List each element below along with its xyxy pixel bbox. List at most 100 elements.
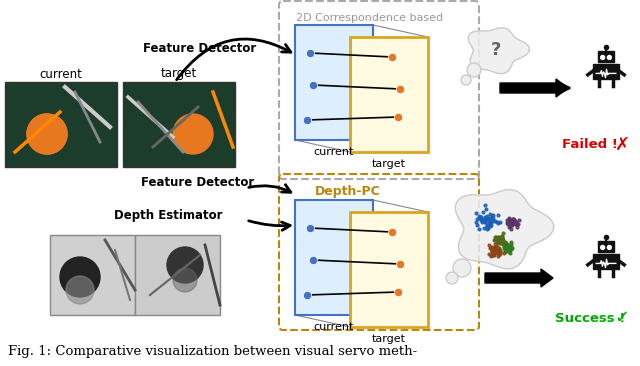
Bar	[50, 235, 135, 315]
Point	[500, 248, 511, 254]
Point	[508, 219, 518, 225]
Point	[510, 219, 520, 224]
Point	[470, 219, 481, 225]
Point	[493, 236, 504, 242]
Point	[506, 221, 516, 227]
Text: Fig. 1: Comparative visualization between visual servo meth-: Fig. 1: Comparative visualization betwee…	[8, 346, 417, 359]
Point	[501, 243, 511, 249]
Polygon shape	[295, 25, 373, 140]
Point	[493, 253, 503, 259]
Bar	[123, 82, 235, 167]
Point	[488, 246, 498, 251]
Point	[503, 248, 513, 254]
Point	[495, 249, 506, 255]
Point	[503, 220, 513, 225]
Point	[507, 221, 517, 227]
Point	[512, 224, 522, 229]
Point	[503, 244, 513, 250]
Bar	[5, 82, 117, 167]
Point	[513, 221, 524, 227]
Point	[506, 219, 516, 225]
Point	[487, 247, 497, 253]
Circle shape	[27, 114, 67, 154]
Point	[497, 236, 508, 242]
Text: Failed !: Failed !	[562, 138, 618, 152]
Point	[495, 239, 506, 244]
Point	[497, 233, 507, 239]
Point	[486, 251, 497, 257]
Point	[488, 213, 499, 219]
Point	[494, 236, 504, 242]
Point	[493, 237, 503, 243]
Point	[504, 247, 515, 253]
Point	[483, 217, 493, 223]
Point	[479, 225, 490, 231]
Point	[503, 243, 513, 249]
Point	[490, 237, 500, 243]
Point	[479, 217, 490, 223]
Point	[508, 216, 518, 222]
Text: current: current	[314, 322, 354, 332]
Point	[493, 212, 503, 218]
Point	[497, 239, 507, 245]
Point	[492, 249, 502, 254]
Point	[497, 230, 508, 236]
Circle shape	[601, 56, 605, 59]
Point	[492, 220, 502, 226]
Point	[488, 247, 499, 253]
Point	[501, 245, 511, 251]
Bar	[593, 254, 619, 269]
Polygon shape	[350, 212, 428, 327]
Point	[497, 239, 507, 245]
Point	[499, 245, 509, 251]
Point	[503, 220, 513, 226]
Point	[502, 244, 513, 250]
Circle shape	[173, 268, 197, 292]
Point	[509, 217, 519, 223]
Point	[504, 217, 515, 223]
Point	[504, 216, 514, 222]
Bar	[593, 64, 619, 79]
Point	[505, 250, 515, 256]
Point	[497, 235, 507, 241]
Point	[489, 251, 499, 257]
Point	[504, 220, 515, 225]
Point	[480, 219, 490, 225]
Point	[503, 244, 513, 250]
Point	[476, 217, 486, 223]
Point	[506, 241, 516, 247]
Point	[496, 236, 506, 242]
Point	[497, 239, 508, 245]
Point	[501, 240, 511, 246]
Point	[476, 214, 486, 220]
Point	[492, 236, 502, 242]
Point	[486, 244, 497, 250]
Point	[475, 214, 485, 220]
Point	[501, 242, 511, 247]
Point	[506, 246, 516, 252]
Point	[495, 238, 506, 244]
Point	[500, 244, 511, 250]
Point	[480, 214, 490, 220]
Point	[479, 216, 490, 222]
Point	[511, 219, 521, 225]
Text: current: current	[40, 67, 83, 81]
Point	[486, 245, 497, 251]
Point	[504, 215, 514, 221]
Point	[488, 246, 498, 252]
Circle shape	[607, 56, 611, 59]
Point	[495, 237, 506, 243]
Text: target: target	[372, 334, 406, 344]
Text: Feature Detector: Feature Detector	[143, 41, 257, 55]
Point	[506, 217, 516, 223]
Point	[504, 219, 515, 225]
Point	[502, 243, 512, 249]
Point	[496, 238, 506, 244]
Point	[506, 220, 516, 226]
Point	[504, 245, 514, 251]
Point	[493, 245, 503, 251]
Point	[496, 236, 506, 242]
Point	[484, 222, 494, 228]
Point	[497, 235, 508, 240]
Point	[495, 236, 505, 242]
